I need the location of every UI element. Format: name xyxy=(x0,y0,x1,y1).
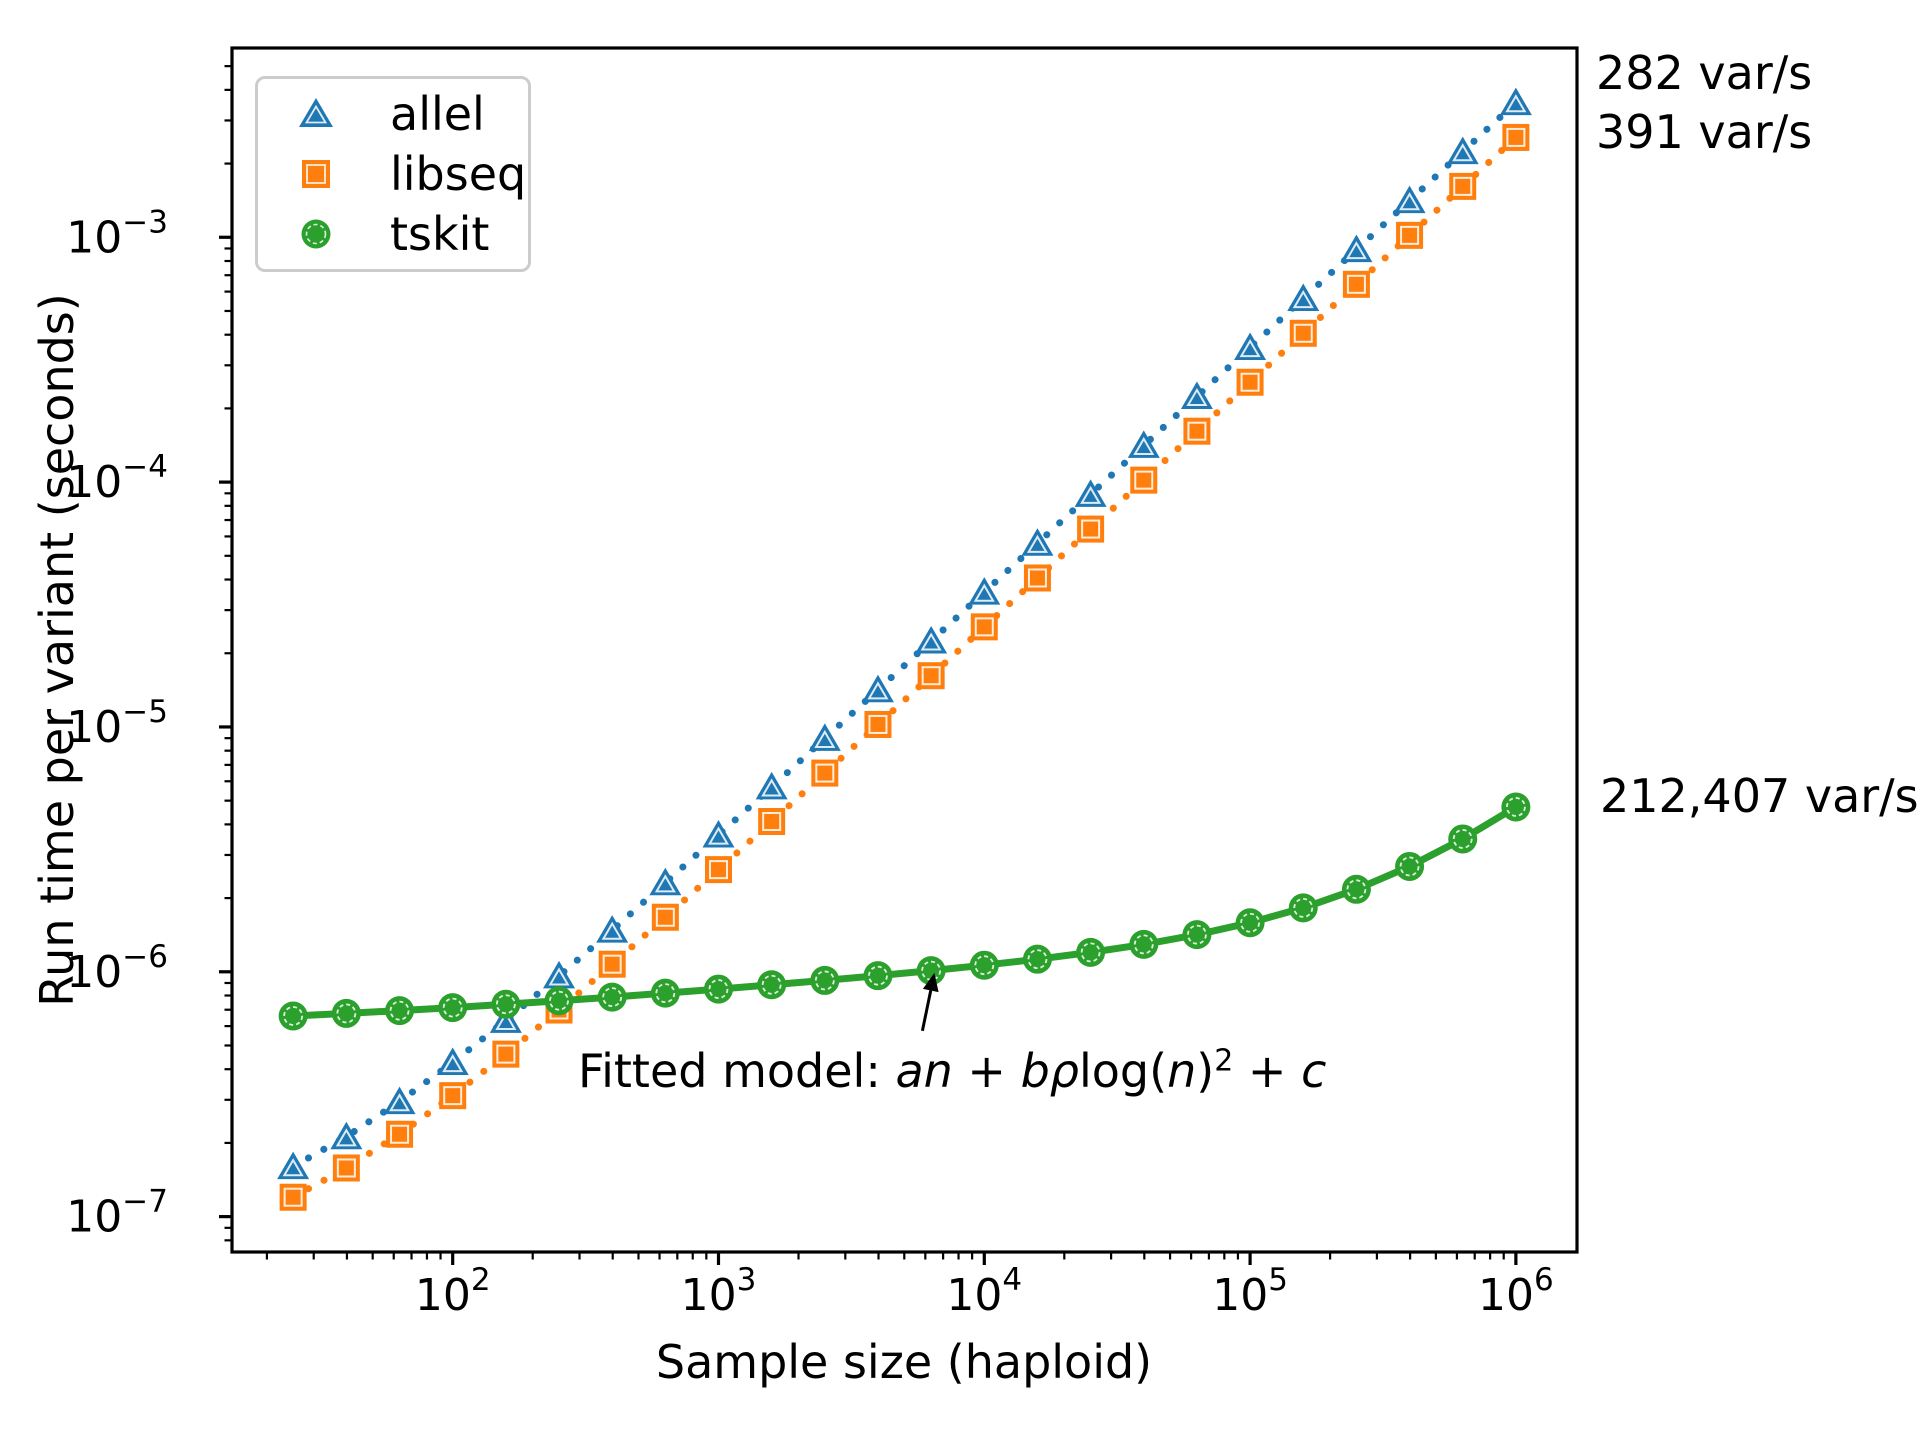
series-tskit xyxy=(278,792,1531,1031)
plot-border xyxy=(230,46,1579,1254)
tick-labels: 102 103 104 105 106 10−3 10−4 10−5 10−6 10−7 xyxy=(66,204,1553,1321)
allel-markers xyxy=(277,87,1532,1180)
fitted-model-prefix: Fitted model: xyxy=(578,1044,896,1098)
y-tick-label: 10−6 xyxy=(66,939,168,998)
annotation-arrow xyxy=(920,972,939,1032)
legend-item-libseq: libseq xyxy=(294,145,528,203)
fitted-model-formula: an + bρlog(n)2 + c xyxy=(895,1043,1327,1098)
series-allel xyxy=(277,87,1532,1180)
x-axis-label: Sample size (haploid) xyxy=(655,1335,1153,1389)
fitted-model-annotation: Fitted model: an + bρlog(n)2 + c xyxy=(578,1044,1326,1098)
x-tick-label: 104 xyxy=(946,1262,1022,1321)
x-tick-label: 105 xyxy=(1212,1262,1288,1321)
y-tick-label: 10−7 xyxy=(66,1184,168,1243)
y-axis-label: Run time per variant (seconds) xyxy=(30,293,84,1007)
tskit-line xyxy=(292,803,1518,1020)
legend: allel libseq tskit xyxy=(255,76,531,272)
circle-marker-icon xyxy=(301,219,331,249)
x-tick-label: 103 xyxy=(681,1262,757,1321)
final-rate-labels: 282 var/s 391 var/s xyxy=(1596,44,1812,162)
allel-rate-label: 282 var/s xyxy=(1596,46,1813,100)
square-marker-icon xyxy=(302,160,330,188)
triangle-marker-icon xyxy=(299,98,333,127)
y-tick-label: 10−5 xyxy=(66,694,168,753)
y-tick-label: 10−4 xyxy=(66,449,168,508)
tskit-rate-label: 212,407 var/s xyxy=(1600,769,1919,823)
legend-label: libseq xyxy=(390,147,527,201)
x-tick-label: 106 xyxy=(1478,1262,1554,1321)
legend-item-allel: allel xyxy=(294,85,528,143)
legend-label: tskit xyxy=(390,207,490,261)
series-libseq xyxy=(279,123,1530,1211)
x-tick-label: 102 xyxy=(415,1262,491,1321)
legend-label: allel xyxy=(390,87,485,141)
tskit-markers xyxy=(278,792,1531,1031)
libseq-rate-label: 391 var/s xyxy=(1596,105,1813,159)
legend-item-tskit: tskit xyxy=(294,205,528,263)
y-tick-label: 10−3 xyxy=(66,204,168,263)
